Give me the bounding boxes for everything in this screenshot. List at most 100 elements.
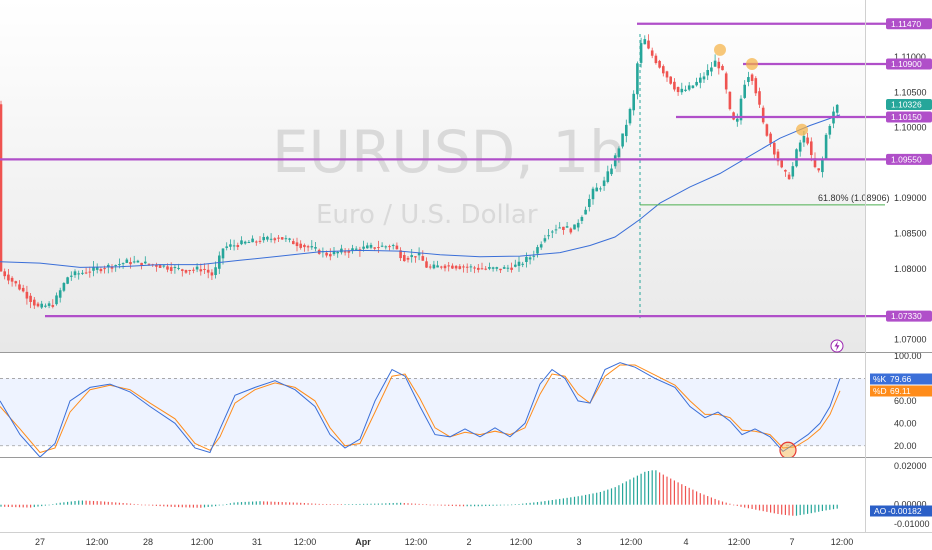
ao-bar [729,503,731,505]
ao-bar [233,502,235,505]
candle-body [33,299,36,306]
ao-bar [351,504,354,505]
ao-bar [26,504,28,508]
stochastic-series-name: %K [873,374,887,384]
ao-bar [781,504,783,515]
candle-body [650,50,654,56]
ao-bar [263,501,265,505]
ao-bar [559,498,561,505]
ao-bar [725,502,727,505]
candle-body [399,250,402,259]
ao-value-label: -0.00182 [888,506,922,516]
candle-body [14,281,18,284]
ao-bar [507,504,509,506]
candle-body [673,81,676,90]
ao-bar [44,504,46,506]
ao-bar [633,477,635,505]
ao-bar [684,486,687,505]
ao-pane[interactable]: 0.02000 0.00000 -0.01000 AO -0.00182 [0,458,932,532]
candle-body [158,265,162,268]
ao-bar [322,503,324,505]
time-axis-tick: 31 [252,537,262,547]
candle-body [502,267,506,269]
candle-body [99,269,103,272]
ao-value-tag [870,505,932,517]
candle-body [288,238,291,240]
price-axis-tick: 1.07000 [894,334,927,344]
candle-body [277,237,280,239]
ao-bar [400,502,402,505]
stochastic-pane[interactable]: 100.00 60.00 40.00 20.00 %K 79.66%D 69.11 [0,351,932,459]
ao-bar [4,504,6,507]
ao-bar [640,473,642,505]
ao-bar [488,504,490,506]
time-axis-tick: 12:00 [86,537,109,547]
ao-bar [285,502,287,505]
ao-bar [178,504,180,508]
ao-bar [314,503,317,505]
candle-body [303,244,306,248]
candle-body [543,238,547,242]
candle-body [569,228,573,233]
candle-body [451,265,454,269]
ao-bar [673,480,675,505]
candle-body [810,141,813,156]
ao-bar [37,504,39,507]
candle-body [591,188,595,200]
ao-bar [366,503,368,505]
price-axis-tick: 1.09000 [894,193,927,203]
ao-bar [396,502,398,505]
ao-bar [518,504,520,505]
candle-body [628,108,632,124]
candle-body [454,265,458,269]
ao-bar [337,504,339,505]
ao-bar [344,504,346,505]
ao-bar [655,470,657,505]
price-axis-tick: 1.08000 [894,264,927,274]
candle-body [713,60,717,67]
candle-body [691,85,695,88]
level-price-tag [886,18,932,30]
candle-body [706,70,709,76]
candle-body [280,237,284,240]
candle-body [576,222,580,228]
ao-bar [155,504,157,506]
time-axis[interactable] [0,532,932,550]
ao-bar [659,472,661,505]
ao-bar [333,504,335,505]
candle-body [247,242,251,244]
ao-bar [377,503,379,505]
candle-body [625,124,628,137]
ao-bar [244,501,246,505]
candle-body [643,39,647,45]
candle-body [702,76,706,80]
ao-bar [141,504,143,506]
ao-bar [240,502,243,505]
candle-body [747,77,750,82]
candle-body [662,66,665,74]
ao-bar [429,504,431,506]
candle-body [132,261,136,263]
level-price-tag [886,58,932,70]
ao-bar [277,501,280,505]
candle-body [58,290,62,298]
ao-bar [696,491,698,505]
ao-bar [511,504,513,506]
ao-axis-tick: 0.02000 [894,461,927,471]
ao-bar [451,504,453,506]
candle-body [125,259,129,263]
candle-body [269,238,273,240]
alert-lightning-icon[interactable] [830,339,844,353]
candlestick-series[interactable] [0,34,839,310]
ao-bar [733,504,735,506]
time-axis-tick: 4 [683,537,688,547]
ao-bar [311,503,313,505]
ao-bar [252,501,254,505]
stochastic-axis-tick: 60.00 [894,396,917,406]
ao-bar [485,504,487,507]
main-pane[interactable]: EURUSD, 1h Euro / U.S. Dollar 1.110001.1… [0,0,932,352]
ao-bar [474,504,476,507]
ao-bar [437,504,439,506]
description-watermark: Euro / U.S. Dollar [316,200,538,230]
